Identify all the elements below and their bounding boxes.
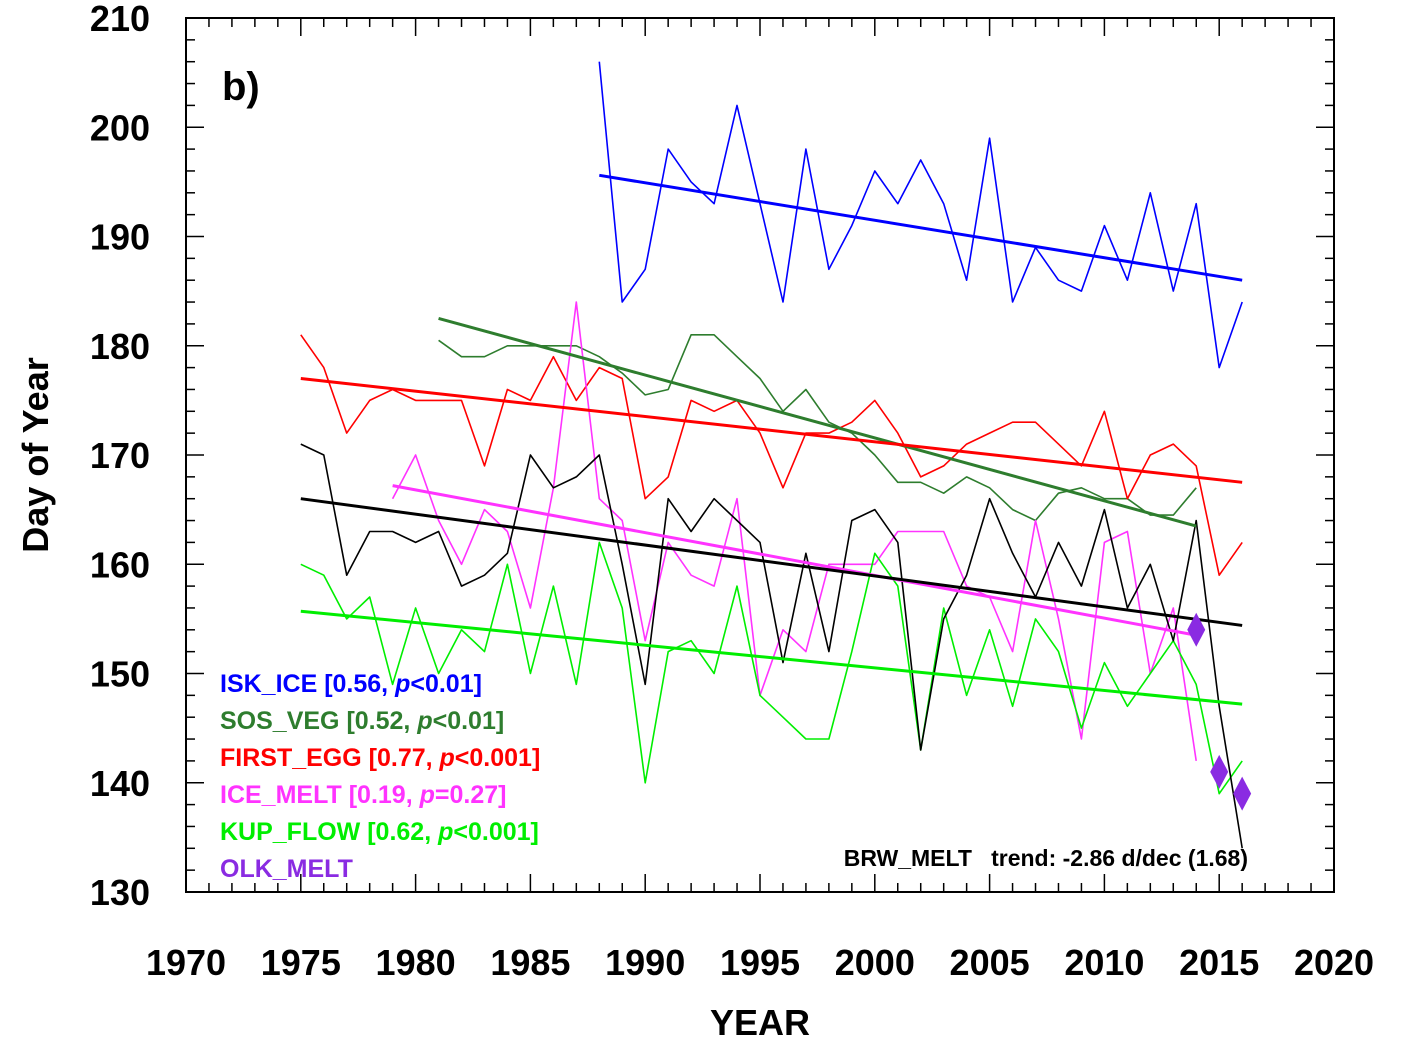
ice-melt-line [391, 301, 1197, 762]
legend-entry-isk-ice: ISK_ICE [0.56, p<0.01] [220, 670, 482, 698]
legend-entry-kup-flow: KUP_FLOW [0.62, p<0.001] [220, 818, 539, 846]
sos-veg-trend-line [438, 316, 1197, 528]
x-tick-label: 2005 [950, 942, 1030, 983]
series-lines [300, 61, 1243, 849]
panel-label: b) [222, 65, 260, 109]
x-tick-label: 1975 [261, 942, 341, 983]
x-tick-label: 1970 [146, 942, 226, 983]
legend-entry-sos-veg: SOS_VEG [0.52, p<0.01] [220, 707, 504, 735]
legend-entry-ice-melt: ICE_MELT [0.19, p=0.27] [220, 781, 506, 809]
isk-ice-line [598, 61, 1243, 369]
x-tick-label: 1980 [376, 942, 456, 983]
y-tick-label: 190 [90, 217, 150, 258]
legend-entry-olk-melt: OLK_MELT [220, 855, 353, 883]
y-tick-label: 160 [90, 544, 150, 585]
x-tick-label: 1995 [720, 942, 800, 983]
y-tick-label: 170 [90, 435, 150, 476]
y-tick-label: 200 [90, 107, 150, 148]
legend: ISK_ICE [0.56, p<0.01] SOS_VEG [0.52, p<0… [220, 670, 540, 883]
x-tick-labels: 1970 1975 1980 1985 1990 1995 2000 2005 2010 2015… [146, 942, 1374, 983]
kup-flow-line [300, 541, 1243, 795]
x-tick-label: 1985 [490, 942, 570, 983]
isk-ice-trend-line [599, 173, 1243, 282]
x-axis-title: YEAR [710, 1002, 810, 1043]
trend-lines [300, 173, 1243, 706]
olk-markers [1187, 612, 1252, 811]
kup-flow-trend-line [300, 609, 1243, 706]
legend-entry-first-egg: FIRST_EGG [0.77, p<0.001] [220, 744, 540, 772]
y-tick-labels: 130 140 150 160 170 180 190 200 210 [90, 0, 150, 913]
y-tick-label: 180 [90, 326, 150, 367]
brw-melt-line [300, 443, 1243, 849]
ice-melt-trend-line [392, 484, 1197, 637]
x-tick-label: 1990 [605, 942, 685, 983]
y-tick-label: 130 [90, 872, 150, 913]
trend-annotation: BRW_MELT trend: -2.86 d/dec (1.68) [844, 845, 1248, 871]
x-tick-label: 2015 [1179, 942, 1259, 983]
y-tick-label: 140 [90, 763, 150, 804]
x-tick-label: 2020 [1294, 942, 1374, 983]
y-tick-label: 210 [90, 0, 150, 39]
brw-melt-trend-line [300, 497, 1243, 627]
first-egg-trend-line [300, 377, 1243, 484]
axis-ticks [185, 17, 1335, 893]
olk-melt-marker [1210, 754, 1229, 789]
first-egg-line [300, 334, 1243, 577]
x-tick-label: 2000 [835, 942, 915, 983]
y-axis-title: Day of Year [15, 357, 56, 552]
olk-melt-marker [1187, 612, 1206, 647]
x-tick-label: 2010 [1064, 942, 1144, 983]
y-tick-label: 150 [90, 654, 150, 695]
olk-melt-marker [1233, 776, 1252, 811]
